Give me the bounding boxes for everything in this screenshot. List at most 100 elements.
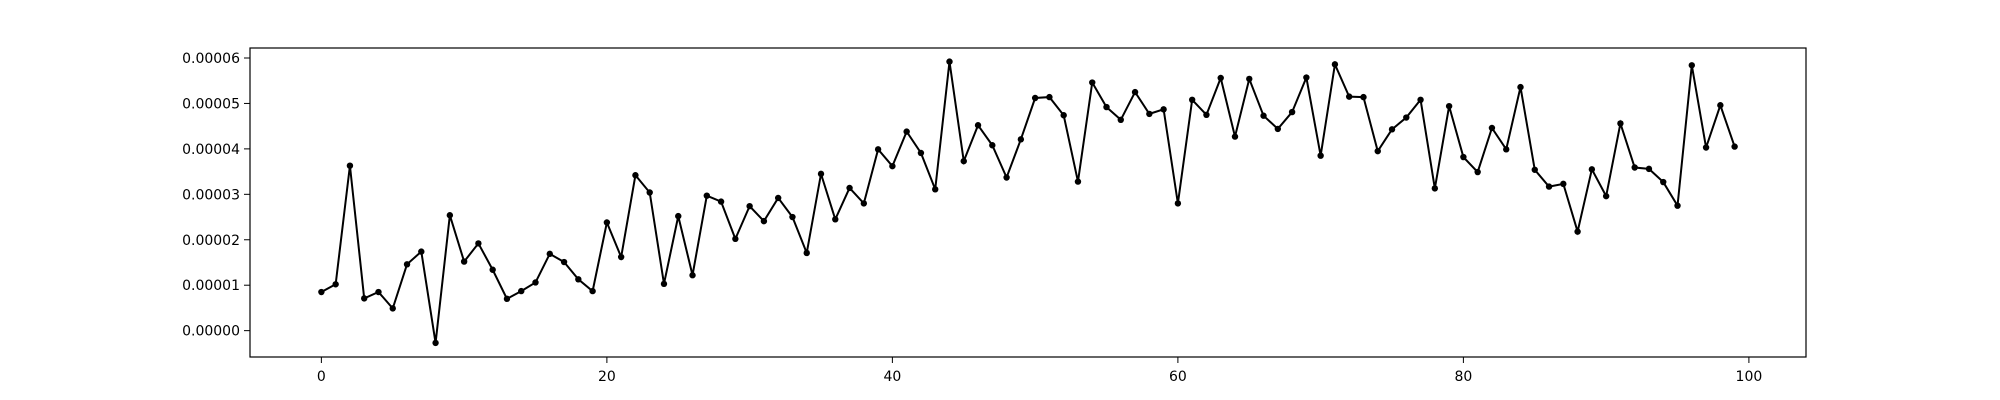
data-point [1617, 120, 1624, 127]
data-point [860, 200, 868, 207]
data-point [617, 253, 625, 261]
x-tick-label: 40 [883, 369, 901, 385]
series-line [320, 60, 1736, 344]
data-point [460, 258, 468, 265]
data-point [1674, 202, 1681, 209]
data-point [1403, 114, 1410, 121]
data-point [1260, 112, 1267, 119]
data-point [346, 162, 354, 169]
data-point [732, 235, 739, 243]
data-point [1474, 168, 1481, 176]
data-point [803, 249, 810, 257]
data-point [1574, 228, 1581, 235]
data-point [503, 295, 511, 303]
data-point [717, 198, 725, 205]
data-point [1074, 178, 1082, 185]
data-point [1631, 164, 1638, 171]
data-point [1688, 62, 1696, 69]
data-point [1274, 125, 1282, 133]
data-point [332, 281, 339, 288]
data-point [589, 287, 596, 295]
x-tick-label: 100 [1736, 369, 1763, 385]
x-tick-label: 60 [1169, 369, 1187, 385]
data-point [889, 162, 896, 170]
data-point [960, 157, 967, 165]
data-point [1360, 93, 1367, 101]
data-point [646, 189, 653, 196]
data-point [361, 295, 368, 302]
data-point [946, 58, 953, 65]
data-point [1445, 102, 1453, 110]
data-point [1060, 112, 1067, 119]
data-point [1188, 96, 1196, 104]
data-point [1602, 192, 1610, 200]
data-point [1317, 152, 1324, 159]
data-point [575, 276, 582, 283]
data-point [1345, 93, 1353, 100]
data-point [1717, 102, 1724, 109]
data-point [1702, 144, 1710, 151]
data-point [1460, 153, 1467, 161]
data-point [1431, 185, 1439, 192]
data-point [403, 261, 411, 268]
data-point [1031, 94, 1039, 102]
data-point [489, 266, 496, 273]
data-point [774, 194, 782, 202]
data-point [789, 213, 796, 221]
data-point [703, 192, 711, 199]
data-point [389, 305, 396, 312]
data-point [1531, 166, 1538, 173]
data-point [1117, 116, 1124, 124]
y-tick-label: 0.00001 [182, 278, 240, 294]
data-point [689, 272, 696, 279]
data-point [1174, 200, 1182, 207]
data-point [1545, 183, 1553, 190]
data-point [1017, 136, 1025, 143]
data-point [989, 142, 996, 149]
data-point [1003, 174, 1010, 181]
y-tick-label: 0.00006 [182, 51, 240, 67]
data-point [846, 184, 853, 192]
data-point [432, 339, 439, 347]
data-point [603, 219, 611, 226]
y-axis: 0.00000 0.00001 0.00002 0.00003 0.00004 0.000… [182, 51, 250, 340]
x-axis: 0 20 40 60 80 100 [317, 357, 1762, 385]
data-point [475, 240, 482, 247]
x-tick-label: 80 [1454, 369, 1472, 385]
data-point [1160, 106, 1167, 113]
data-point [1560, 180, 1567, 188]
data-point [746, 202, 753, 210]
data-point [1645, 165, 1653, 173]
data-point [1417, 96, 1424, 104]
data-point [1203, 111, 1210, 119]
data-point [632, 172, 639, 179]
data-point [903, 128, 910, 135]
data-point [1288, 108, 1296, 116]
data-point [1517, 83, 1524, 91]
data-point [1503, 146, 1510, 153]
data-point [817, 170, 825, 178]
data-point [1388, 126, 1396, 133]
data-point [518, 287, 525, 295]
data-point [1217, 74, 1224, 82]
x-tick-label: 20 [598, 369, 616, 385]
y-tick-label: 0.00003 [182, 187, 240, 203]
data-point [760, 217, 768, 225]
y-tick-label: 0.00004 [182, 142, 240, 158]
data-point [1103, 103, 1110, 111]
y-tick-label: 0.00002 [182, 233, 240, 249]
data-points [318, 58, 1738, 347]
data-point [832, 216, 839, 223]
data-point [546, 250, 553, 258]
data-point [375, 288, 382, 296]
plot-area [249, 47, 1807, 358]
data-point [932, 186, 939, 193]
data-point [1303, 74, 1310, 81]
data-point [560, 258, 568, 266]
data-point [532, 279, 539, 286]
data-point [1246, 75, 1253, 83]
data-point [1131, 88, 1139, 96]
data-point [1089, 79, 1096, 86]
data-point [974, 122, 982, 129]
